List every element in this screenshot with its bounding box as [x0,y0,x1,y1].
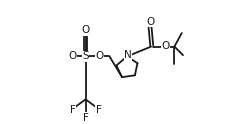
Text: F: F [83,113,88,123]
Text: O: O [69,51,77,61]
Text: O: O [161,41,169,51]
Text: N: N [124,50,132,60]
Text: F: F [96,105,102,115]
Text: O: O [81,25,90,35]
Text: O: O [146,17,154,27]
Text: S: S [82,51,89,61]
Text: O: O [96,51,104,61]
Text: F: F [70,105,75,115]
